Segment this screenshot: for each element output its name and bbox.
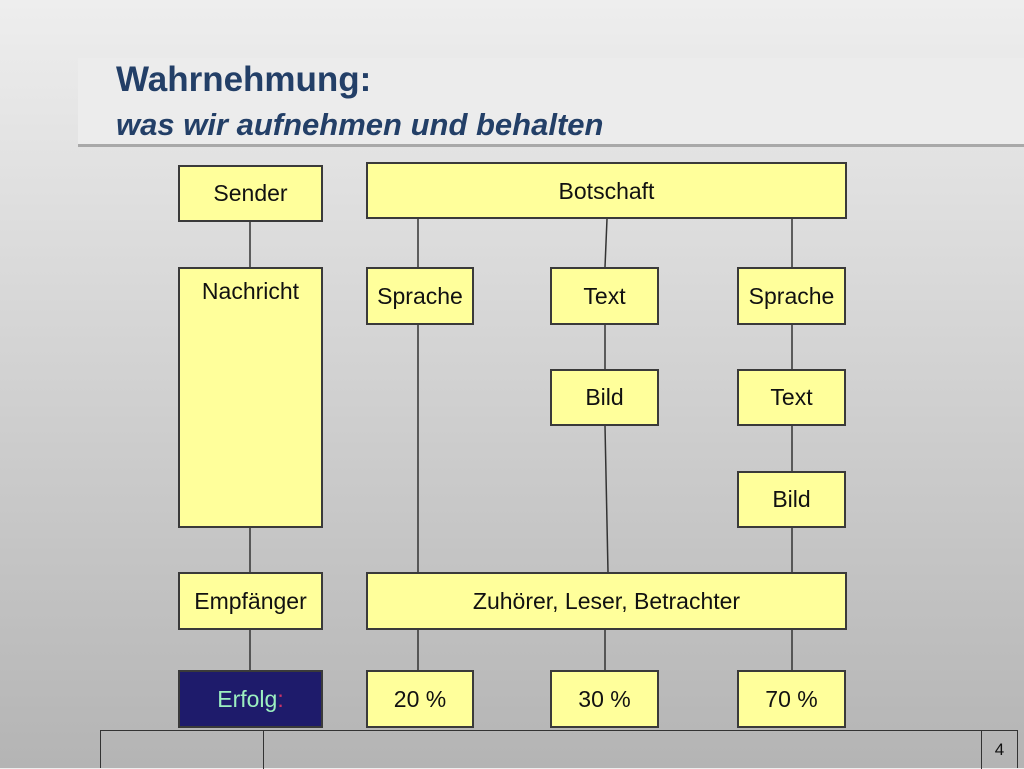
result-20-box: 20 %: [366, 670, 474, 728]
nachricht-box: Nachricht: [178, 267, 323, 528]
footer-bar: 4: [100, 730, 1018, 769]
bild-box-3: Bild: [737, 471, 846, 528]
footer-cell-left: [101, 731, 264, 769]
result-70-box: 70 %: [737, 670, 846, 728]
slide-subtitle: was wir aufnehmen und behalten: [116, 107, 604, 142]
botschaft-box: Botschaft: [366, 162, 847, 219]
result-30-box: 30 %: [550, 670, 659, 728]
erfolg-box: Erfolg:: [178, 670, 323, 728]
text-box-3: Text: [737, 369, 846, 426]
title-band: [78, 58, 1024, 147]
sprache-box-1: Sprache: [366, 267, 474, 325]
line-botschaft-text: [604, 218, 608, 268]
sprache-box-3: Sprache: [737, 267, 846, 325]
erfolg-colon: :: [277, 685, 284, 712]
bild-box-2: Bild: [550, 369, 659, 426]
text-box-2: Text: [550, 267, 659, 325]
slide-title: Wahrnehmung:: [116, 60, 372, 99]
empfaenger-box: Empfänger: [178, 572, 323, 630]
page-number: 4: [981, 731, 1017, 769]
line-bild-audience: [604, 425, 609, 573]
erfolg-label: Erfolg: [217, 685, 278, 712]
audience-box: Zuhörer, Leser, Betrachter: [366, 572, 847, 630]
sender-box: Sender: [178, 165, 323, 222]
